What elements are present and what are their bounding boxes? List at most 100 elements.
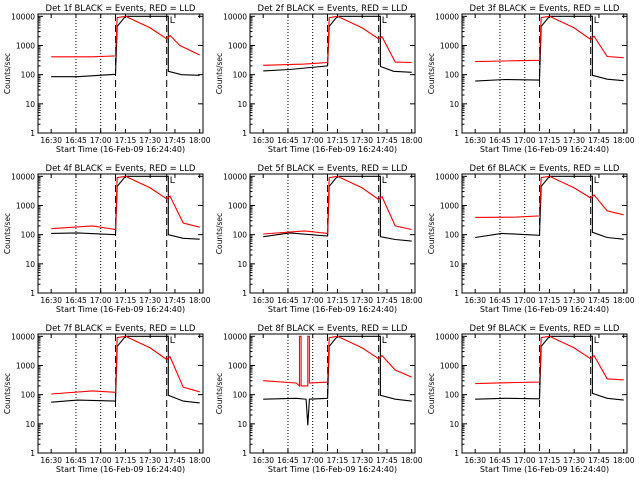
- marker-label: L: [382, 176, 387, 186]
- y-tick-label: 10: [237, 260, 247, 269]
- y-tick-label: 10000: [11, 172, 35, 181]
- x-tick-label: 17:00: [514, 136, 536, 145]
- x-tick-label: 17:00: [302, 136, 324, 145]
- x-tick-label: 17:15: [539, 456, 561, 465]
- x-tick-label: 16:45: [277, 456, 299, 465]
- y-axis-label: Counts/sec: [3, 213, 12, 254]
- x-tick-label: 17:15: [115, 296, 137, 305]
- x-tick-label: 16:30: [464, 456, 486, 465]
- plot-frame: [249, 333, 416, 454]
- x-tick-label: 17:15: [327, 456, 349, 465]
- x-tick-label: 17:00: [90, 296, 112, 305]
- panel-8: Det 8f BLACK = Events, RED = LLD L 1 10 100 1…: [215, 324, 423, 474]
- x-tick-label: 17:00: [90, 456, 112, 465]
- x-tick-label: 17:45: [588, 456, 610, 465]
- x-tick-label: 16:45: [65, 136, 87, 145]
- panel-title: Det 5f BLACK = Events, RED = LLD: [258, 164, 408, 174]
- marker-label: L: [382, 336, 387, 346]
- y-tick-label: 1000: [228, 201, 247, 210]
- panel-title: Det 3f BLACK = Events, RED = LLD: [470, 4, 620, 14]
- x-tick-label: 17:30: [351, 136, 373, 145]
- y-axis-label: Counts/sec: [215, 53, 224, 94]
- y-axis-label: Counts/sec: [215, 373, 224, 414]
- y-axis-label: Counts/sec: [3, 53, 12, 94]
- y-tick-label: 10000: [223, 332, 247, 341]
- x-tick-label: 17:45: [376, 136, 398, 145]
- x-tick-label: 16:30: [464, 296, 486, 305]
- y-axis-label: Counts/sec: [215, 213, 224, 254]
- y-tick-label: 1: [242, 129, 247, 138]
- plot-frame: [461, 173, 628, 294]
- y-tick-label: 1: [454, 129, 459, 138]
- y-tick-label: 1: [242, 449, 247, 458]
- x-axis-label: Start Time (16-Feb-09 16:24:40): [56, 465, 185, 474]
- x-tick-label: 17:15: [327, 136, 349, 145]
- panel-title: Det 1f BLACK = Events, RED = LLD: [46, 4, 196, 14]
- panel-7: Det 7f BLACK = Events, RED = LLD L 1 10 100 1…: [3, 324, 211, 474]
- x-tick-label: 17:30: [563, 136, 585, 145]
- y-tick-label: 1: [30, 449, 35, 458]
- x-tick-label: 16:45: [489, 136, 511, 145]
- series-events-line: [51, 175, 200, 240]
- y-tick-label: 1: [454, 289, 459, 298]
- panel-1: Det 1f BLACK = Events, RED = LLD L 1 10 100 1…: [3, 4, 211, 154]
- y-axis-label: Counts/sec: [427, 213, 436, 254]
- y-tick-label: 10: [237, 100, 247, 109]
- y-tick-label: 1: [30, 289, 35, 298]
- y-tick-label: 100: [445, 231, 460, 240]
- panel-5: Det 5f BLACK = Events, RED = LLD L 1 10 100 1…: [215, 164, 423, 314]
- series-lld-line: [475, 335, 624, 385]
- y-tick-label: 100: [445, 391, 460, 400]
- x-tick-label: 16:30: [252, 136, 274, 145]
- y-tick-label: 10000: [435, 12, 459, 21]
- y-tick-label: 1: [454, 449, 459, 458]
- y-tick-label: 1: [30, 129, 35, 138]
- x-tick-label: 17:30: [351, 456, 373, 465]
- series-lld-line: [475, 175, 624, 218]
- y-tick-label: 1000: [440, 361, 459, 370]
- series-events-line: [51, 15, 200, 78]
- y-tick-label: 1000: [228, 41, 247, 50]
- marker-label: L: [170, 336, 175, 346]
- y-tick-label: 10: [25, 100, 35, 109]
- y-tick-label: 100: [21, 231, 36, 240]
- panel-title: Det 7f BLACK = Events, RED = LLD: [46, 324, 196, 334]
- series-lld-line: [475, 15, 624, 63]
- y-tick-label: 10000: [435, 332, 459, 341]
- x-tick-label: 16:30: [464, 136, 486, 145]
- x-tick-label: 17:00: [302, 296, 324, 305]
- y-tick-label: 10: [449, 260, 459, 269]
- y-tick-label: 10000: [435, 172, 459, 181]
- series-lld-line: [51, 335, 200, 395]
- x-tick-label: 16:45: [277, 296, 299, 305]
- x-tick-label: 17:45: [376, 456, 398, 465]
- marker-label: L: [594, 16, 599, 26]
- y-axis-label: Counts/sec: [427, 53, 436, 94]
- x-tick-label: 17:30: [139, 456, 161, 465]
- x-tick-label: 17:30: [563, 456, 585, 465]
- plot-frame: [249, 13, 416, 134]
- x-axis-label: Start Time (16-Feb-09 16:24:40): [480, 145, 609, 154]
- x-axis-label: Start Time (16-Feb-09 16:24:40): [268, 145, 397, 154]
- y-tick-label: 10: [237, 420, 247, 429]
- x-tick-label: 17:15: [115, 136, 137, 145]
- x-tick-label: 17:45: [164, 136, 186, 145]
- series-lld-line: [263, 175, 412, 235]
- series-events-line: [475, 15, 624, 82]
- x-tick-label: 18:00: [401, 296, 423, 305]
- panel-title: Det 9f BLACK = Events, RED = LLD: [470, 324, 620, 334]
- series-lld-line: [263, 15, 412, 66]
- series-lld-line: [263, 335, 412, 388]
- x-tick-label: 17:45: [164, 456, 186, 465]
- y-tick-label: 1: [242, 289, 247, 298]
- x-tick-label: 17:15: [327, 296, 349, 305]
- series-events-line: [263, 15, 412, 73]
- x-axis-label: Start Time (16-Feb-09 16:24:40): [268, 305, 397, 314]
- x-tick-label: 16:30: [40, 296, 62, 305]
- series-events-line: [475, 175, 624, 240]
- x-axis-label: Start Time (16-Feb-09 16:24:40): [480, 305, 609, 314]
- x-tick-label: 18:00: [401, 456, 423, 465]
- y-tick-label: 100: [233, 391, 248, 400]
- y-tick-label: 100: [21, 71, 36, 80]
- y-tick-label: 100: [233, 71, 248, 80]
